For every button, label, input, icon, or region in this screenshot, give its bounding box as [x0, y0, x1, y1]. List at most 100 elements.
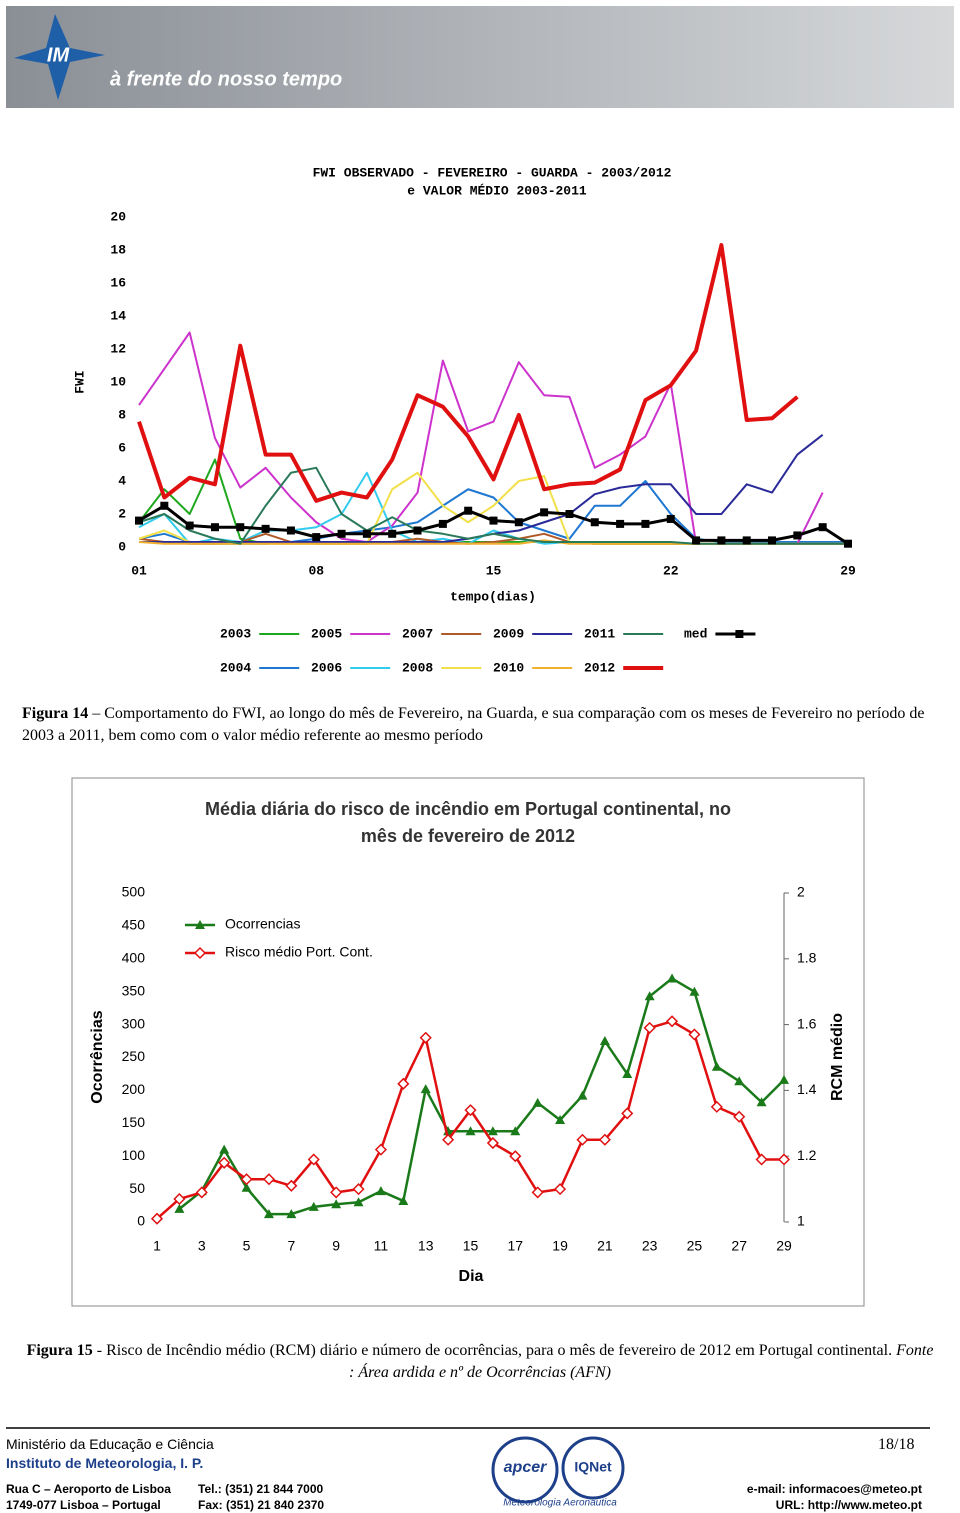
header-banner: [6, 6, 954, 108]
marker: [236, 523, 245, 532]
marker: [174, 1203, 185, 1213]
fwi-chart: FWI OBSERVADO - FEVEREIRO - GUARDA - 200…: [72, 165, 856, 675]
x-tick-label: 15: [463, 1238, 479, 1254]
y-tick-label: 18: [110, 242, 126, 257]
marker: [173, 1192, 186, 1206]
marker: [464, 1104, 477, 1117]
y-tick-label: 4: [118, 473, 126, 488]
cert-logo-text: apcer: [504, 1459, 547, 1476]
y2-tick-label: 1.2: [797, 1147, 817, 1163]
x-tick-label: 11: [374, 1238, 389, 1254]
marker: [487, 1126, 498, 1136]
caption-label: Figura 15: [26, 1342, 93, 1359]
marker: [818, 523, 827, 532]
marker: [621, 1107, 634, 1120]
marker: [793, 531, 802, 540]
institute: Instituto de Meteorologia, I. P.: [6, 1455, 204, 1471]
marker: [337, 529, 346, 538]
marker: [262, 1173, 276, 1186]
marker: [465, 1126, 476, 1136]
marker: [844, 539, 852, 548]
cert-caption: Meteorologia Aeronáutica: [503, 1498, 617, 1509]
y-tick-label: 10: [110, 374, 126, 389]
marker: [388, 529, 397, 538]
marker: [195, 920, 205, 929]
logo-text: IM: [47, 44, 71, 66]
legend-label: 2008: [402, 660, 433, 675]
caption-source: Fonte : Área ardida e nº de Ocorrências …: [349, 1342, 934, 1381]
marker: [666, 514, 675, 523]
y-tick-label: 200: [122, 1081, 146, 1097]
x-tick-label: 13: [418, 1238, 434, 1254]
x-tick-label: 22: [663, 563, 679, 578]
marker: [641, 519, 650, 528]
marker: [150, 1212, 164, 1225]
marker: [665, 1015, 679, 1028]
y-tick-label: 300: [122, 1015, 146, 1031]
chart-frame: [71, 777, 865, 1307]
marker: [330, 1186, 343, 1199]
marker: [312, 533, 321, 542]
x-tick-label: 29: [776, 1238, 792, 1254]
marker: [644, 991, 655, 1001]
legend-label: 2010: [493, 660, 524, 675]
legend-label: Risco médio Port. Cont.: [225, 944, 373, 960]
y-tick-label: 12: [110, 341, 126, 356]
legend-label: 2009: [493, 626, 524, 641]
marker: [531, 1186, 544, 1199]
marker: [261, 524, 270, 533]
marker: [540, 508, 549, 517]
cert-logo-text: IQNet: [574, 1459, 612, 1475]
caption-text: Comportamento do FWI, ao longo do mês de…: [22, 705, 925, 744]
y-tick-label: 400: [122, 950, 146, 966]
caption: Figura 15 - Risco de Incêndio médio (RCM…: [22, 1340, 938, 1384]
legend-label: 2004: [220, 660, 251, 675]
legend-label: 2003: [220, 626, 251, 641]
y-tick-label: 8: [118, 407, 126, 422]
y-axis-label: Ocorrências: [89, 1010, 106, 1103]
series-line: [178, 977, 785, 1216]
y-tick-label: 0: [137, 1213, 145, 1229]
marker: [263, 1209, 274, 1219]
marker: [210, 523, 219, 532]
marker: [352, 1183, 365, 1196]
marker: [135, 516, 143, 525]
y-tick-label: 6: [118, 440, 126, 455]
series-line: [138, 331, 824, 545]
marker: [692, 536, 701, 545]
marker: [616, 519, 625, 528]
y2-tick-label: 1.4: [797, 1081, 817, 1097]
series-line: [138, 466, 848, 545]
legend-label: Ocorrencias: [225, 916, 300, 932]
y-tick-label: 250: [122, 1048, 146, 1064]
contact: e-mail: informacoes@meteo.pt: [746, 1482, 922, 1496]
marker: [590, 518, 599, 527]
x-tick-label: 1: [153, 1238, 161, 1254]
caption-label: Figura 14: [22, 705, 89, 722]
marker: [353, 1197, 364, 1207]
x-tick-label: 01: [131, 563, 147, 578]
marker: [565, 510, 574, 518]
marker: [710, 1100, 723, 1113]
marker: [219, 1144, 230, 1154]
y2-axis-label: RCM médio: [829, 1013, 846, 1101]
caption-text: - Risco de Incêndio médio (RCM) diário e…: [96, 1342, 893, 1359]
marker: [307, 1153, 320, 1166]
legend-label: med: [684, 626, 707, 641]
legend-label: 2007: [402, 626, 433, 641]
x-tick-label: 21: [597, 1238, 613, 1254]
legend-label: 2005: [311, 626, 342, 641]
x-tick-label: 08: [308, 563, 324, 578]
marker: [711, 1061, 722, 1071]
x-tick-label: 19: [552, 1238, 568, 1254]
y2-tick-label: 1.8: [797, 950, 817, 966]
marker: [689, 986, 700, 996]
marker: [576, 1133, 589, 1146]
marker: [362, 529, 371, 538]
phone: Fax: (351) 21 840 2370: [198, 1498, 325, 1512]
chart-title: Média diária do risco de incêndio em Por…: [205, 799, 731, 819]
marker: [777, 1153, 791, 1166]
x-axis-label: Dia: [459, 1268, 484, 1285]
marker: [598, 1133, 611, 1146]
contact: URL: http://www.meteo.pt: [775, 1498, 922, 1512]
